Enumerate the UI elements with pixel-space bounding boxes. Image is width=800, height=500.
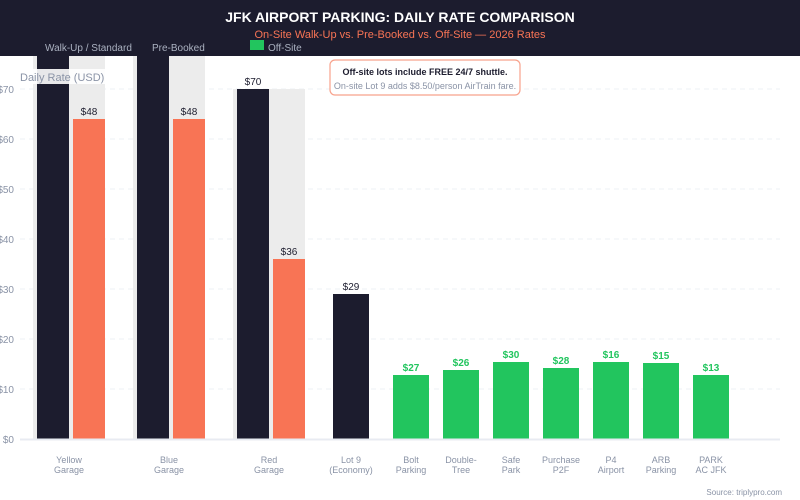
x-tick-label: Airport — [598, 465, 625, 475]
legend-walkup-label: Walk-Up / Standard — [45, 43, 132, 54]
data-label: $28 — [553, 356, 570, 367]
annotation-line1: Off-site lots include FREE 24/7 shuttle. — [342, 67, 507, 77]
data-label: $15 — [653, 351, 670, 362]
x-tick-label: Safe — [502, 455, 521, 465]
x-tick-label: ARB — [652, 455, 671, 465]
x-tick-label: Park — [502, 465, 521, 475]
x-tick-label: Garage — [154, 465, 184, 475]
bar-walk-up-standard — [333, 294, 369, 439]
legend: Walk-Up / Standard Pre-Booked Off-Site — [40, 40, 315, 55]
y-tick-label: $70 — [0, 85, 14, 96]
data-label: $70 — [245, 77, 262, 88]
x-tick-label: P4 — [605, 455, 616, 465]
bar-walk-up-standard — [237, 89, 269, 439]
y-axis-label-backing — [17, 69, 109, 84]
legend-prebooked-label: Pre-Booked — [152, 43, 205, 54]
legend-backing — [40, 40, 315, 55]
x-tick-label: Red — [261, 455, 278, 465]
bar-pre-booked — [173, 119, 205, 439]
bar-walk-up-standard — [37, 56, 69, 439]
x-tick-label: Blue — [160, 455, 178, 465]
legend-offsite-label: Off-Site — [268, 43, 302, 54]
bar-off-site — [393, 375, 429, 439]
x-tick-label: Garage — [54, 465, 84, 475]
bar-off-site — [693, 375, 729, 439]
data-label: $29 — [343, 282, 360, 293]
annotation-box — [329, 59, 521, 96]
annotation-line2: On-site Lot 9 adds $8.50/person AirTrain… — [334, 81, 516, 91]
y-tick-label: $30 — [0, 285, 14, 296]
x-tick-label: AC JFK — [695, 465, 726, 475]
x-tick-label: PARK — [699, 455, 723, 465]
data-label: $27 — [403, 363, 420, 374]
y-axis-label-group: Daily Rate (USD) — [17, 69, 109, 84]
y-tick-label: $60 — [0, 135, 14, 146]
y-tick-label: $50 — [0, 185, 14, 196]
bars: $48 $48 $70 $36 $29 $27 $26 $30 $28 $16 $15 $13 — [37, 56, 729, 439]
y-axis: $0 $10 $20 $30 $40 $50 $60 $70 — [0, 85, 14, 446]
x-tick-label: Bolt — [403, 455, 419, 465]
x-tick-label: Lot 9 — [341, 455, 361, 465]
x-tick-label: Yellow — [56, 455, 82, 465]
x-tick-label: Purchase — [542, 455, 580, 465]
y-tick-label: $0 — [3, 435, 15, 446]
x-tick-label: (Economy) — [329, 465, 373, 475]
source-note: Source: triplypro.com — [706, 488, 782, 497]
chart-subtitle: On-Site Walk-Up vs. Pre-Booked vs. Off-S… — [255, 29, 546, 41]
bar-off-site — [593, 362, 629, 439]
y-axis-label: Daily Rate (USD) — [20, 72, 104, 84]
annotation: Off-site lots include FREE 24/7 shuttle.… — [329, 59, 521, 96]
legend-offsite-swatch — [250, 40, 264, 50]
bar-off-site — [443, 370, 479, 439]
bar-off-site — [543, 368, 579, 439]
data-label: $30 — [503, 350, 520, 361]
y-tick-label: $20 — [0, 335, 14, 346]
chart-title: JFK AIRPORT PARKING: DAILY RATE COMPARIS… — [225, 9, 575, 25]
y-tick-label: $10 — [0, 385, 14, 396]
y-tick-label: $40 — [0, 235, 14, 246]
x-tick-label: Parking — [396, 465, 427, 475]
bar-off-site — [493, 362, 529, 439]
x-tick-label: Garage — [254, 465, 284, 475]
data-label: $13 — [703, 363, 720, 374]
x-tick-label: Tree — [452, 465, 470, 475]
data-label: $36 — [281, 247, 298, 258]
data-label: $48 — [81, 107, 98, 118]
x-tick-label: Parking — [646, 465, 677, 475]
x-tick-label: Double- — [445, 455, 477, 465]
bar-walk-up-standard — [137, 56, 169, 439]
bar-pre-booked — [273, 259, 305, 439]
bar-pre-booked — [73, 119, 105, 439]
data-label: $26 — [453, 358, 470, 369]
bar-off-site — [643, 363, 679, 439]
data-label: $48 — [181, 107, 198, 118]
x-tick-label: P2F — [553, 465, 570, 475]
data-label: $16 — [603, 350, 620, 361]
